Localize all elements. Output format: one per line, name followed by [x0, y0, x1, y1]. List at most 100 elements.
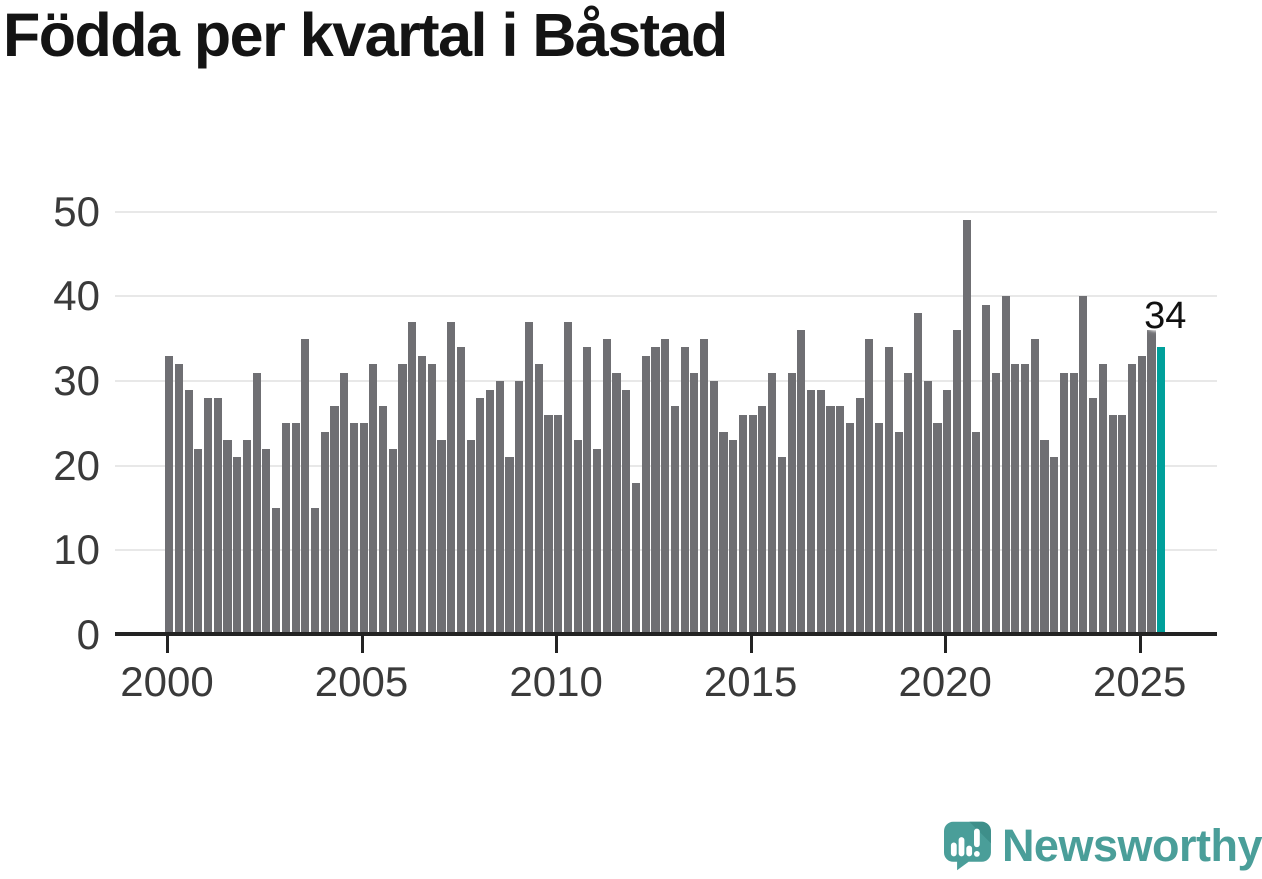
x-axis-tick	[749, 636, 753, 653]
newsworthy-logo: Newsworthy	[944, 813, 1262, 879]
x-axis-tick-label: 2025	[1092, 658, 1187, 705]
bar	[894, 431, 903, 635]
x-axis-tick	[360, 636, 364, 653]
bar	[505, 457, 514, 635]
bar	[797, 330, 806, 635]
bar	[602, 338, 611, 635]
bar	[991, 372, 1000, 635]
bar	[165, 355, 174, 635]
bar	[1011, 364, 1020, 635]
bar	[670, 406, 679, 635]
bar	[417, 355, 427, 635]
bar	[612, 372, 621, 635]
gridline	[115, 295, 1217, 298]
bar	[340, 372, 349, 635]
bar	[262, 448, 271, 635]
bar	[845, 423, 855, 635]
bar	[486, 389, 495, 635]
bar	[729, 440, 738, 635]
bar	[836, 406, 845, 635]
bar	[700, 338, 709, 635]
bar	[291, 423, 300, 635]
bar	[1050, 457, 1059, 635]
bar	[242, 440, 251, 635]
bar	[194, 448, 203, 635]
bar	[388, 448, 397, 635]
bar	[1059, 372, 1069, 635]
bar-highlighted	[1157, 347, 1166, 635]
bar	[1098, 364, 1107, 635]
gridline	[115, 210, 1217, 213]
bar	[884, 347, 893, 635]
x-axis-tick	[1138, 636, 1142, 653]
bar	[534, 364, 543, 635]
bar	[777, 457, 786, 635]
bar	[1128, 364, 1137, 635]
bar	[1089, 398, 1098, 635]
bar	[690, 372, 699, 635]
bar	[738, 414, 748, 635]
newsworthy-logo-icon	[944, 821, 991, 871]
bar	[661, 338, 670, 635]
bar	[855, 398, 864, 635]
y-axis-tick-label: 50	[53, 187, 100, 235]
bar	[904, 372, 913, 635]
bar	[641, 355, 650, 635]
x-axis-tick-label: 2000	[120, 658, 214, 705]
bar	[233, 457, 242, 635]
bar	[865, 338, 874, 635]
bar	[369, 364, 378, 635]
bar	[281, 423, 290, 635]
bar	[787, 372, 796, 635]
bar	[213, 398, 222, 635]
bar	[943, 389, 952, 635]
bar	[184, 389, 193, 635]
x-axis-tick-label: 2020	[898, 658, 992, 705]
y-axis-tick-label: 0	[76, 611, 100, 658]
bar	[524, 321, 534, 635]
bar	[466, 440, 475, 635]
bar	[252, 372, 261, 635]
bar	[826, 406, 835, 635]
bar	[962, 220, 971, 635]
bar	[349, 423, 358, 635]
bar	[758, 406, 767, 635]
bar	[427, 364, 436, 635]
bar	[408, 321, 417, 635]
bar	[583, 347, 592, 635]
bar	[456, 347, 465, 635]
y-axis-tick-label: 10	[53, 526, 100, 574]
bar	[1030, 338, 1039, 635]
bar	[544, 414, 553, 635]
bar	[1040, 440, 1049, 635]
bar	[1021, 364, 1030, 635]
bar	[1001, 296, 1010, 635]
y-axis-tick-label: 20	[53, 441, 100, 489]
bar	[301, 338, 310, 635]
x-axis-tick	[944, 636, 948, 653]
bar	[719, 431, 728, 635]
bar	[320, 431, 329, 635]
bar	[972, 431, 981, 635]
bar	[437, 440, 446, 635]
bar	[816, 389, 825, 635]
bar	[1137, 355, 1146, 635]
bar	[310, 508, 320, 635]
chart-title: Födda per kvartal i Båstad	[3, 1, 728, 69]
bar	[748, 414, 757, 635]
x-axis-tick-label: 2005	[314, 658, 409, 705]
bar	[573, 440, 582, 635]
y-axis-tick-label: 30	[53, 357, 100, 404]
bar	[651, 347, 660, 635]
bar	[593, 448, 602, 635]
bar	[807, 389, 816, 635]
bar	[447, 321, 456, 635]
bar	[914, 313, 923, 635]
highlight-value-label: 34	[1144, 295, 1187, 337]
bar	[933, 423, 942, 635]
bar	[272, 508, 281, 635]
y-axis-tick-label: 40	[53, 272, 100, 320]
bar	[1069, 372, 1078, 635]
bar	[1118, 414, 1127, 635]
